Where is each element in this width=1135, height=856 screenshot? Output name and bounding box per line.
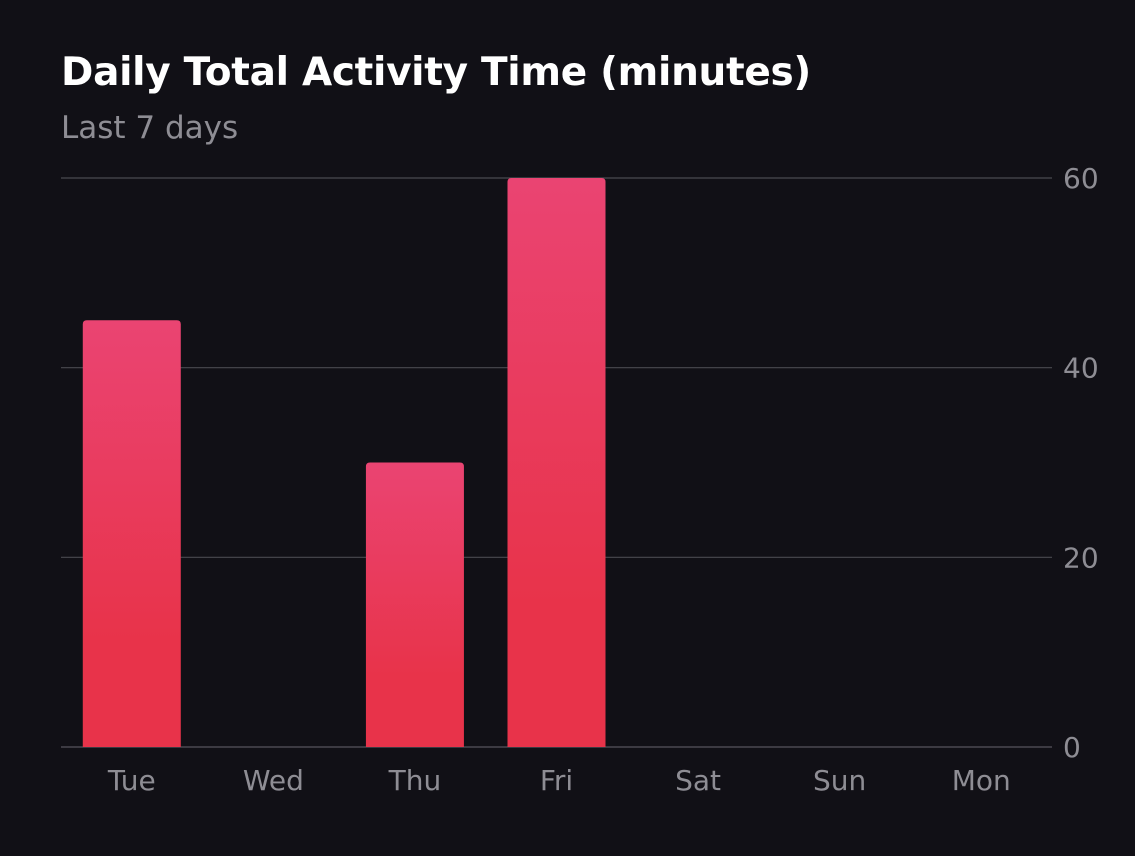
bar-tue: [82, 320, 181, 747]
bar-thu: [365, 462, 464, 747]
x-tick-label: Mon: [952, 764, 1011, 797]
y-tick-label: 40: [1063, 352, 1099, 385]
x-tick-label: Thu: [388, 764, 442, 797]
x-axis-ticks: Tue Wed Thu Fri Sat Sun Mon: [107, 764, 1011, 797]
y-axis-ticks: 0 20 40 60: [1063, 162, 1099, 764]
y-tick-label: 0: [1063, 731, 1081, 764]
y-tick-label: 60: [1063, 162, 1099, 195]
chart-title: Daily Total Activity Time (minutes): [61, 50, 811, 95]
bar-fri: [507, 178, 606, 747]
x-tick-label: Wed: [243, 764, 304, 797]
x-tick-label: Tue: [107, 764, 156, 797]
x-tick-label: Sat: [675, 764, 721, 797]
bars: [82, 178, 606, 747]
chart-subtitle: Last 7 days: [61, 110, 239, 146]
x-tick-label: Sun: [813, 764, 866, 797]
y-tick-label: 20: [1063, 541, 1099, 574]
x-tick-label: Fri: [540, 764, 573, 797]
